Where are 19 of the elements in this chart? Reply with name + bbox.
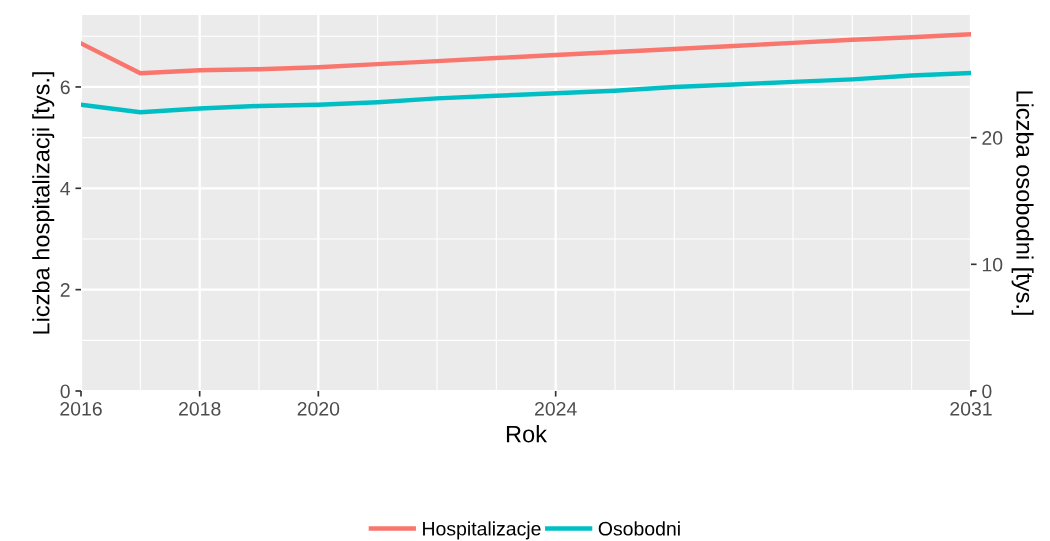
- y-tick-label: 4: [60, 181, 71, 196]
- y-tick-label: 2: [60, 283, 70, 297]
- y-axis-title: Liczba hospitalizacji [tys.]: [32, 72, 55, 334]
- legend-label: Osobodni: [598, 521, 680, 536]
- x-tick-label: 2016: [60, 401, 102, 416]
- y2-axis-title: Liczba osobodni [tys.]: [1011, 91, 1034, 315]
- x-tick-label: 2031: [950, 401, 992, 416]
- legend-label: Hospitalizacje: [423, 521, 541, 540]
- y-tick-label: 0: [60, 384, 70, 399]
- y2-tick-label: 0: [982, 384, 992, 399]
- y-tick-label: 6: [60, 80, 70, 95]
- x-tick-label: 2018: [179, 401, 221, 416]
- x-axis-title: Rok: [506, 425, 548, 443]
- y2-tick-label: 20: [982, 131, 1003, 145]
- x-tick-label: 2020: [297, 401, 340, 416]
- y2-tick-label: 10: [982, 257, 1003, 272]
- line-series: [81, 32, 971, 76]
- line-series: [81, 70, 971, 115]
- x-tick-label: 2024: [535, 401, 577, 416]
